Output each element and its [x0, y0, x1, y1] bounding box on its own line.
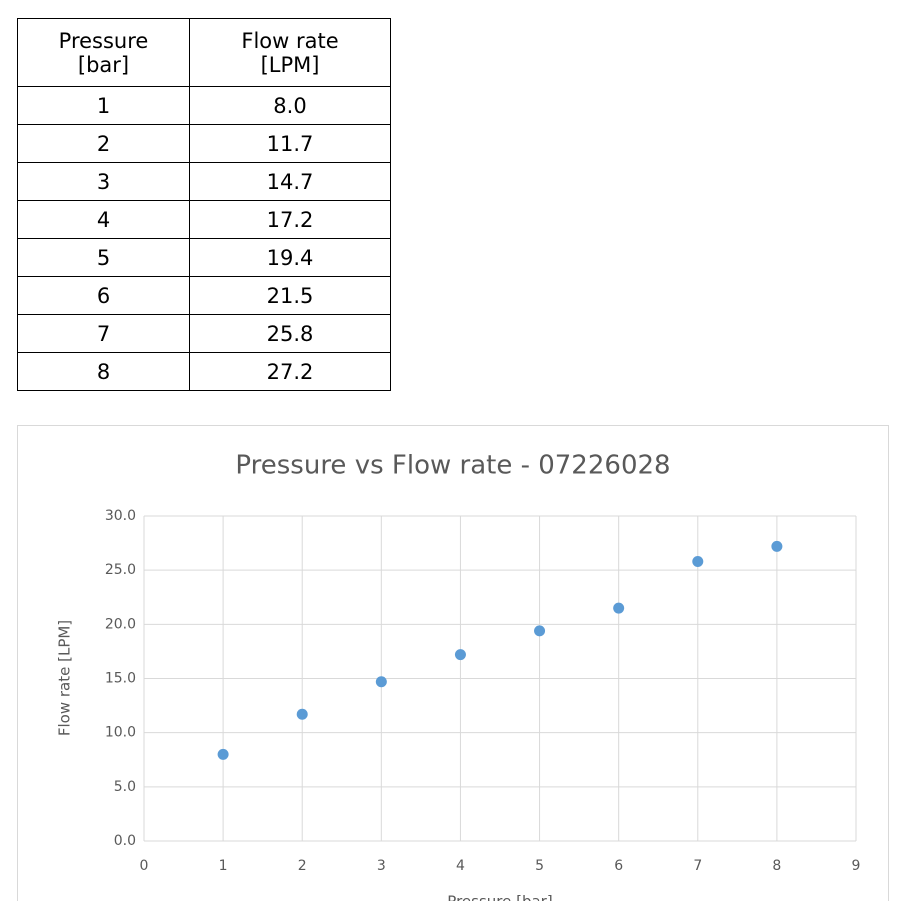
data-point [375, 676, 387, 688]
table-row: 7 25.8 [17, 314, 391, 353]
y-tick-label: 5.0 [114, 779, 136, 795]
x-tick-label: 4 [456, 858, 465, 874]
table-cell: 27.2 [189, 352, 391, 391]
data-point [296, 708, 308, 720]
x-tick-label: 5 [535, 858, 544, 874]
x-tick-label: 2 [298, 858, 307, 874]
y-axis-label: Flow rate [LPM] [56, 620, 74, 736]
table-cell: 17.2 [189, 200, 391, 239]
table-row: 8 27.2 [17, 352, 391, 391]
chart-title: Pressure vs Flow rate - 07226028 [235, 451, 670, 481]
header-text: [LPM] [260, 52, 320, 77]
table-row: 5 19.4 [17, 238, 391, 277]
header-text: Pressure [58, 28, 149, 53]
x-tick-label: 3 [377, 858, 386, 874]
y-tick-label: 30.0 [105, 508, 136, 524]
header-cell: Flow rate [LPM] [189, 18, 391, 87]
data-point [771, 540, 783, 552]
header-cell: Pressure [bar] [17, 18, 190, 87]
y-tick-label: 15.0 [105, 671, 136, 687]
header-text: [bar] [77, 52, 130, 77]
table-row: 1 8.0 [17, 86, 391, 125]
y-tick-label: 25.0 [105, 562, 136, 578]
table-cell: 2 [17, 124, 190, 163]
data-point [534, 625, 546, 637]
data-table: Pressure [bar] Flow rate [LPM] 1 8.0 2 11.7 3 14.… [17, 18, 391, 391]
x-tick-label: 8 [772, 858, 781, 874]
table-cell: 3 [17, 162, 190, 201]
data-point [692, 556, 704, 567]
table-cell: 8 [17, 352, 190, 391]
table-cell: 19.4 [189, 238, 391, 277]
x-tick-label: 6 [614, 858, 623, 874]
table-row: 3 14.7 [17, 162, 391, 201]
table-cell: 21.5 [189, 276, 391, 315]
data-point [613, 602, 625, 614]
data-point [454, 649, 466, 661]
y-tick-label: 20.0 [105, 616, 136, 632]
x-axis-label: Pressure [bar] [447, 893, 552, 902]
table-cell: 11.7 [189, 124, 391, 163]
table-cell: 1 [17, 86, 190, 125]
header-row: Pressure [bar] Flow rate [LPM] [17, 18, 391, 87]
y-tick-label: 10.0 [105, 725, 136, 741]
table-row: 6 21.5 [17, 276, 391, 315]
x-tick-label: 1 [219, 858, 228, 874]
table-cell: 5 [17, 238, 190, 277]
header-text: Flow rate [241, 28, 339, 53]
table-row: 2 11.7 [17, 124, 391, 163]
y-tick-label: 0.0 [114, 833, 136, 849]
data-point [217, 748, 229, 760]
chart: Pressure vs Flow rate - 07226028 Flow ra… [17, 425, 889, 901]
x-tick-label: 9 [852, 858, 861, 874]
table-row: 4 17.2 [17, 200, 391, 239]
table-cell: 25.8 [189, 314, 391, 353]
table-cell: 4 [17, 200, 190, 239]
table-cell: 8.0 [189, 86, 391, 125]
table-cell: 6 [17, 276, 190, 315]
table-cell: 14.7 [189, 162, 391, 201]
x-tick-label: 7 [693, 858, 702, 874]
table-cell: 7 [17, 314, 190, 353]
x-tick-label: 0 [140, 858, 149, 874]
